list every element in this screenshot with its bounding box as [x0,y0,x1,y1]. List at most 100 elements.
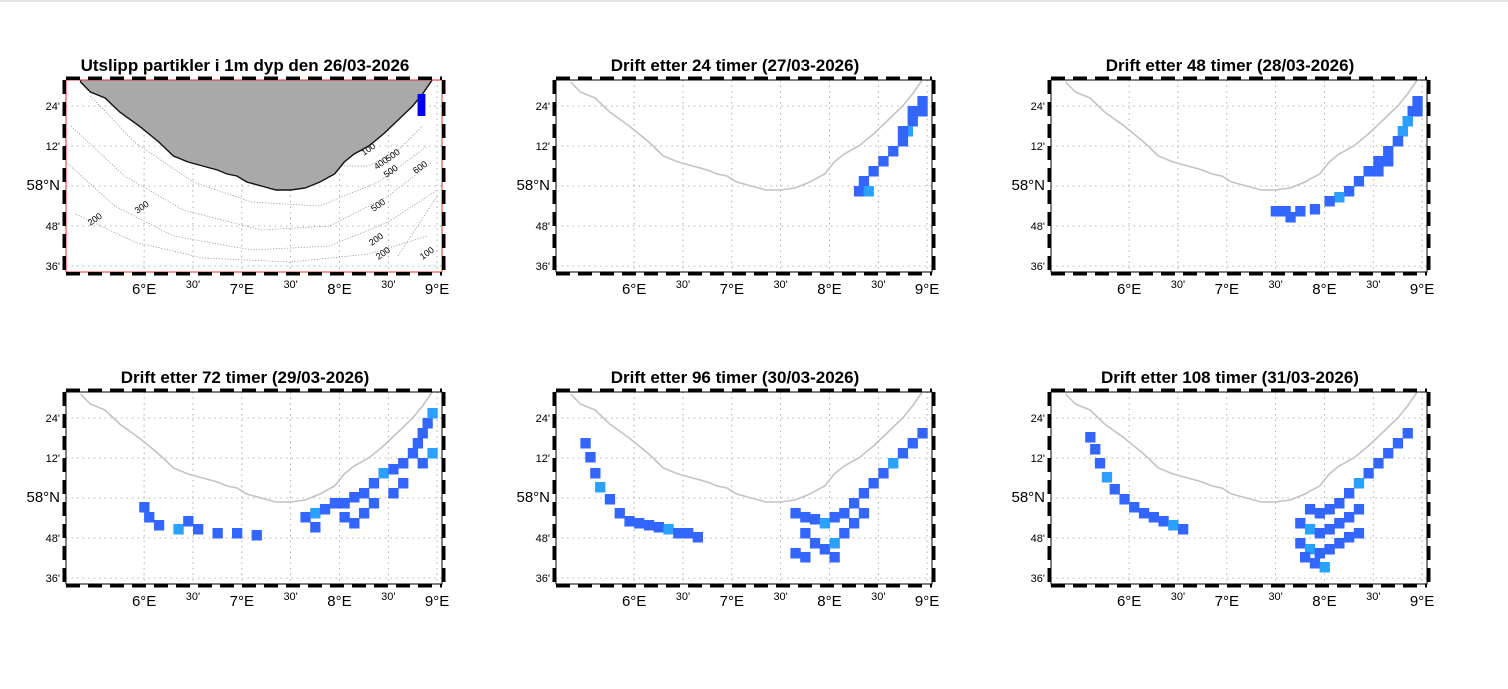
x-tick-label: 30' [283,279,297,291]
particle-cell [819,518,830,529]
particle-cell [1304,504,1316,515]
map-content [1051,392,1427,584]
coastline [570,392,923,503]
x-tick-label: 9°E [425,281,449,298]
particle-cell [422,418,433,429]
map-canvas: 6°E 30' 7°E 30' 8°E 30' 9°E 24' 12' 58°N 48' 36' [26,388,449,610]
x-tick-label: 30' [1171,591,1185,603]
particle-cell [300,512,311,523]
particle-cell [1285,212,1296,223]
depth-contour [90,95,428,207]
particle-cell [663,524,674,535]
particle-cell [1402,428,1413,439]
x-tick-label: 30' [1268,591,1282,603]
x-tick-label: 8°E [817,281,841,298]
particle-cell [212,528,223,539]
y-tick-label: 48' [46,221,60,233]
x-tick-label: 9°E [1410,281,1434,298]
panel-title: Drift etter 72 timer (29/03-2026) [120,368,370,387]
depth-label: 100 [418,245,436,262]
coastline [80,392,433,503]
x-tick-label: 30' [773,591,787,603]
x-tick-label: 7°E [1215,281,1239,298]
x-tick-label: 30' [1366,279,1380,291]
particle-cell [1314,528,1325,539]
particle-cell [319,504,331,515]
y-tick-label: 12' [536,141,550,153]
y-tick-label: 24' [46,413,60,425]
x-tick-label: 30' [1268,279,1282,291]
y-tick-label: 58°N [1011,177,1045,194]
particle-cell [349,492,360,503]
map-frame [1050,391,1428,585]
particle-cell [398,458,409,469]
map-panel-6: Drift etter 108 timer (31/03-2026) 6°E 30'… [1005,368,1455,628]
x-tick-label: 7°E [720,593,744,610]
y-tick-label: 24' [536,101,550,113]
y-tick-label: 24' [46,101,60,113]
particle-cell [1119,494,1130,505]
map-canvas: 6°E 30' 7°E 30' 8°E 30' 9°E 24' 12' 58°N 48' 36' [1011,388,1434,610]
particle-cell [595,482,606,493]
y-tick-label: 58°N [26,177,60,194]
y-tick-label: 36' [46,573,60,585]
x-tick-label: 30' [1171,279,1185,291]
depth-label: 200 [374,245,392,262]
particle-cell [1309,558,1321,569]
particle-cell [1363,166,1374,177]
particle-cell [339,512,350,523]
x-tick-label: 6°E [622,593,646,610]
y-tick-label: 58°N [26,489,60,506]
x-tick-label: 6°E [132,593,156,610]
particle-cell [183,516,194,527]
coastline [570,80,923,191]
particle-cell [653,522,664,533]
particle-cell [878,468,889,479]
particle-cell [858,176,870,187]
depth-label: 300 [133,199,151,216]
particle-cell [1178,524,1189,535]
y-tick-label: 58°N [516,489,550,506]
x-tick-label: 7°E [1215,593,1239,610]
particle-cell [139,502,150,513]
y-tick-label: 36' [536,573,550,585]
depth-contour [66,161,438,251]
y-tick-label: 58°N [1011,489,1045,506]
particle-cell [917,96,928,107]
particle-cell [829,552,840,563]
y-tick-label: 36' [1031,261,1045,273]
map-panel-2: Drift etter 24 timer (27/03-2026) 6°E 30' 7… [510,56,960,316]
particle-cell [917,428,928,439]
particle-cell [388,464,399,475]
y-tick-label: 48' [536,221,550,233]
particle-cell [1383,448,1394,459]
particle-cell [580,438,591,449]
particle-cell [897,126,909,137]
x-tick-label: 9°E [425,593,449,610]
map-content [556,392,932,584]
particle-cell [1334,192,1345,203]
y-tick-label: 12' [46,141,60,153]
particle-cell [790,508,801,519]
particle-cell [378,468,389,479]
particle-cell [1334,518,1345,529]
particle-cell [907,116,918,127]
particle-cell [897,448,909,459]
particle-cell [888,458,899,469]
x-tick-label: 30' [1366,591,1380,603]
particle-cell [1129,502,1140,513]
coastline [1065,80,1418,191]
particle-cell [643,520,655,531]
depth-contour [397,195,438,257]
particle-cell [1392,136,1404,147]
map-canvas: 6°E 30' 7°E 30' 8°E 30' 9°E 24' 12' 58°N 48' 36' [516,388,939,610]
x-tick-label: 30' [283,591,297,603]
particle-cell [1300,552,1311,563]
panel-title: Utslipp partikler i 1m dyp den 26/03-202… [80,56,410,75]
panel-title: Drift etter 48 timer (28/03-2026) [1105,56,1355,75]
depth-contour [70,125,433,231]
y-tick-label: 36' [1031,573,1045,585]
particle-cell [1280,206,1291,217]
map-panel-5: Drift etter 96 timer (30/03-2026) 6°E 30' 7… [510,368,960,628]
